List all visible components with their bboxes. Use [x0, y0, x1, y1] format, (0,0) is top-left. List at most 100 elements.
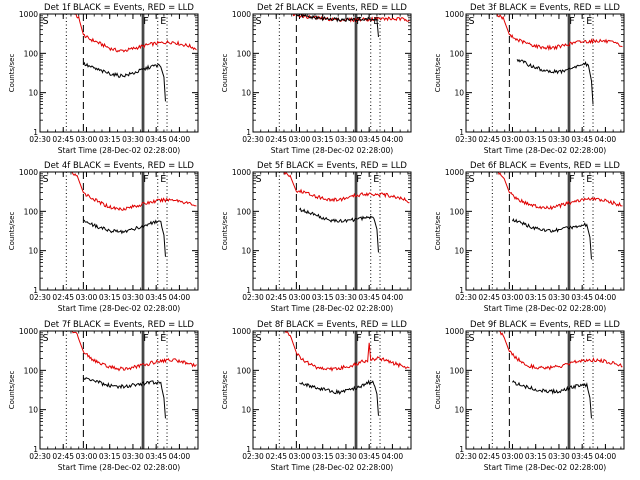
series-lld — [253, 172, 410, 204]
x-tick-label: 04:00 — [169, 293, 191, 302]
series-lld — [466, 172, 623, 211]
x-tick-label: 03:15 — [312, 452, 334, 461]
y-tick-label: 1000 — [445, 327, 464, 336]
series-lld — [40, 14, 197, 53]
panel-det-7: Det 7f BLACK = Events, RED = LLD Counts/s… — [8, 320, 199, 472]
y-axis-label: Counts/sec — [8, 371, 16, 410]
x-tick-label: 03:00 — [76, 452, 98, 461]
marker-f: F — [569, 16, 574, 27]
series-lld — [466, 331, 623, 371]
x-tick-label: 03:00 — [289, 293, 311, 302]
panel-title: Det 2f BLACK = Events, RED = LLD — [257, 3, 407, 13]
series-lld — [253, 331, 410, 372]
y-tick-label: 1000 — [232, 10, 251, 19]
marker-f: F — [356, 16, 361, 27]
series-events — [299, 379, 379, 416]
series-events — [512, 218, 592, 260]
plot-frame — [252, 171, 412, 291]
y-axis-label: Counts/sec — [8, 54, 16, 93]
y-tick-label: 1000 — [19, 10, 38, 19]
x-tick-label: 03:30 — [122, 293, 144, 302]
y-tick-label: 100 — [24, 49, 39, 58]
plot-frame — [465, 171, 625, 291]
x-tick-label: 02:30 — [242, 135, 264, 144]
marker-e: E — [586, 333, 592, 344]
x-tick-label: 02:45 — [265, 293, 287, 302]
marker-e: E — [373, 16, 379, 27]
x-tick-label: 02:45 — [265, 452, 287, 461]
y-tick-label: 1000 — [445, 10, 464, 19]
x-tick-label: 03:30 — [335, 293, 357, 302]
y-tick-label: 1000 — [232, 327, 251, 336]
x-tick-label: 02:45 — [478, 135, 500, 144]
x-tick-label: 03:45 — [358, 135, 380, 144]
series-events — [296, 14, 379, 38]
marker-s: S — [256, 16, 262, 27]
x-tick-label: 02:45 — [478, 293, 500, 302]
x-tick-label: 03:15 — [312, 135, 334, 144]
y-tick-label: 100 — [237, 207, 252, 216]
y-axis-label: Counts/sec — [434, 371, 442, 410]
x-tick-label: 03:15 — [312, 293, 334, 302]
panel-title: Det 5f BLACK = Events, RED = LLD — [257, 161, 407, 171]
y-tick-label: 1000 — [19, 168, 38, 177]
panel-title: Det 9f BLACK = Events, RED = LLD — [470, 320, 620, 330]
panel-title: Det 7f BLACK = Events, RED = LLD — [44, 320, 194, 330]
plot-frame — [252, 330, 412, 450]
x-tick-label: 02:45 — [52, 293, 74, 302]
marker-e: E — [160, 174, 166, 185]
marker-s: S — [469, 174, 475, 185]
marker-f: F — [143, 16, 148, 27]
x-tick-label: 03:00 — [76, 293, 98, 302]
panel-det-2: Det 2f BLACK = Events, RED = LLD Counts/s… — [221, 3, 412, 155]
panel-det-9: Det 9f BLACK = Events, RED = LLD Counts/s… — [434, 320, 625, 472]
marker-f: F — [569, 333, 574, 344]
x-tick-label: 03:15 — [99, 293, 121, 302]
series-events — [512, 380, 592, 419]
x-axis-label: Start Time (28-Dec-02 02:28:00) — [58, 463, 180, 472]
plot-frame — [252, 13, 412, 133]
x-tick-label: 02:30 — [29, 135, 51, 144]
series-lld — [40, 331, 197, 372]
x-axis-label: Start Time (28-Dec-02 02:28:00) — [58, 146, 180, 155]
marker-f: F — [356, 174, 361, 185]
y-tick-label: 1000 — [232, 168, 251, 177]
x-tick-label: 04:00 — [382, 293, 404, 302]
marker-s: S — [469, 333, 475, 344]
x-axis-label: Start Time (28-Dec-02 02:28:00) — [484, 463, 606, 472]
x-tick-label: 03:15 — [525, 293, 547, 302]
x-tick-label: 03:45 — [571, 452, 593, 461]
y-tick-label: 10 — [241, 247, 251, 256]
panel-det-8: Det 8f BLACK = Events, RED = LLD Counts/s… — [221, 320, 412, 472]
y-tick-label: 100 — [450, 49, 465, 58]
y-tick-label: 100 — [237, 49, 252, 58]
y-tick-label: 1 — [459, 445, 464, 454]
series-events — [83, 219, 166, 257]
x-tick-label: 02:30 — [455, 135, 477, 144]
x-tick-label: 03:30 — [122, 452, 144, 461]
x-axis-label: Start Time (28-Dec-02 02:28:00) — [58, 304, 180, 313]
y-tick-label: 1000 — [19, 327, 38, 336]
y-tick-label: 10 — [241, 406, 251, 415]
x-tick-label: 03:15 — [99, 452, 121, 461]
marker-e: E — [373, 333, 379, 344]
y-tick-label: 100 — [24, 366, 39, 375]
x-tick-label: 03:00 — [76, 135, 98, 144]
x-tick-label: 02:30 — [242, 293, 264, 302]
panel-det-6: Det 6f BLACK = Events, RED = LLD Counts/s… — [434, 161, 625, 313]
marker-s: S — [43, 333, 49, 344]
plot-frame — [39, 330, 199, 450]
x-tick-label: 04:00 — [382, 135, 404, 144]
x-tick-label: 04:00 — [169, 452, 191, 461]
x-axis-label: Start Time (28-Dec-02 02:28:00) — [484, 146, 606, 155]
series-lld — [40, 172, 197, 211]
x-tick-label: 02:30 — [29, 293, 51, 302]
y-tick-label: 10 — [454, 247, 464, 256]
y-tick-label: 1000 — [445, 168, 464, 177]
y-tick-label: 10 — [241, 89, 251, 98]
series-events — [82, 61, 166, 102]
x-tick-label: 03:45 — [145, 452, 167, 461]
x-tick-label: 03:30 — [548, 293, 570, 302]
x-tick-label: 02:45 — [52, 135, 74, 144]
